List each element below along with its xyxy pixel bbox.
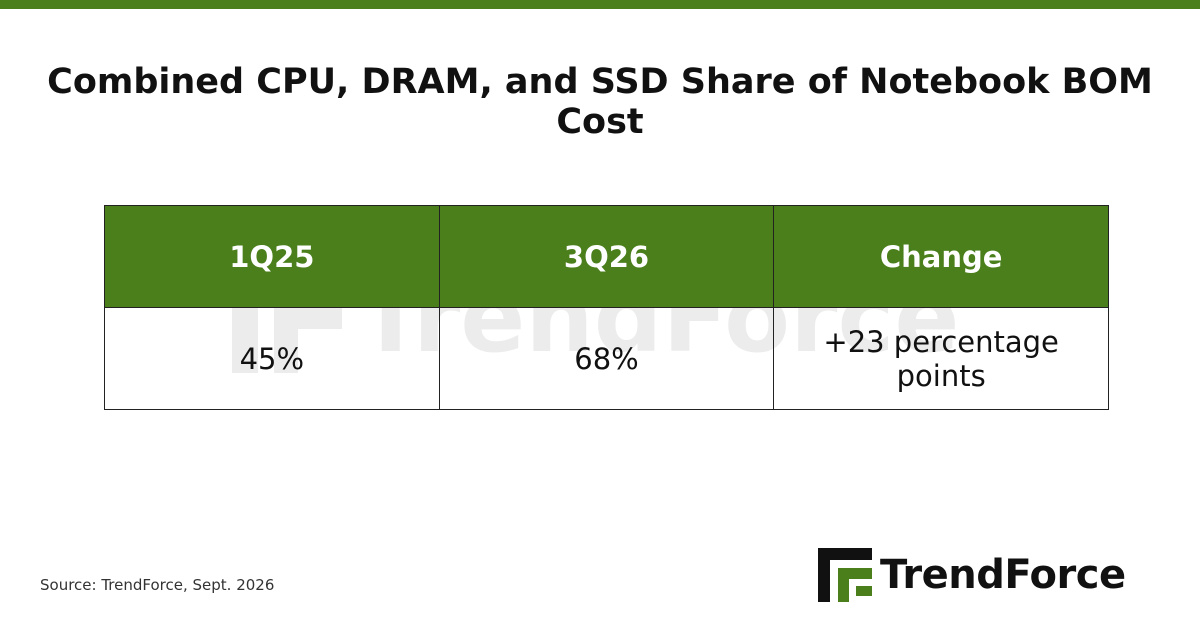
chart-title: Combined CPU, DRAM, and SSD Share of Not… [47,62,1153,142]
column-header: Change [773,205,1109,308]
top-accent-bar [0,0,1200,9]
table-row: 45% 68% +23 percentage points [104,307,1109,410]
trendforce-logo-icon [818,548,872,602]
brand-logo: TrendForce [818,548,1126,602]
table-cell: 45% [104,307,440,410]
brand-name: TrendForce [880,552,1126,598]
data-table: 1Q25 3Q26 Change 45% 68% +23 percentage … [104,205,1109,410]
column-header: 3Q26 [438,205,775,308]
header-row: 1Q25 3Q26 Change [104,205,1109,308]
table-cell: 68% [438,307,775,410]
source-note: Source: TrendForce, Sept. 2026 [40,576,275,594]
table-cell: +23 percentage points [773,307,1109,410]
column-header: 1Q25 [104,205,440,308]
